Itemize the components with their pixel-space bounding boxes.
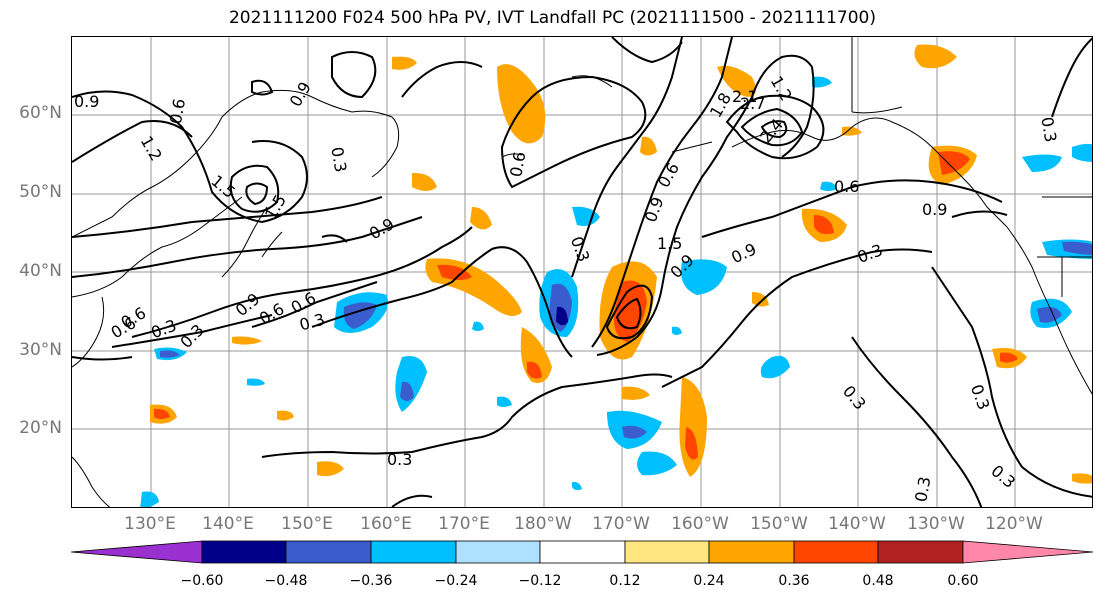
- colorbar-segment: [455, 540, 541, 564]
- colorbar-tick-label: −0.36: [349, 573, 393, 589]
- contour-label: 0.3: [839, 382, 870, 414]
- coastlines: [72, 37, 1092, 507]
- colorbar-segment: [708, 540, 795, 564]
- lon-label: 130°W: [907, 514, 965, 534]
- colorbar-tick-label: 0.60: [947, 573, 979, 589]
- lon-label: 170°W: [592, 514, 650, 534]
- contour-label: 0.6: [506, 150, 529, 178]
- lon-label: 140°E: [202, 514, 254, 534]
- lon-label: 160°W: [671, 514, 729, 534]
- contour-label: 0.9: [286, 79, 315, 111]
- colorbar-extend-min: [70, 540, 203, 564]
- colorbar-tick-label: 0.48: [862, 573, 894, 589]
- map-title: 2021111200 F024 500 hPa PV, IVT Landfall…: [228, 8, 876, 28]
- negative-anomaly-shading: [140, 76, 1092, 507]
- lat-label: 20°N: [19, 418, 62, 438]
- contour-label: 0.9: [728, 239, 759, 267]
- contour-label: 2.1: [732, 87, 757, 106]
- contour-label: 0.9: [74, 92, 99, 111]
- contour-label: 0.9: [366, 214, 398, 243]
- contour-label: 0.3: [149, 316, 179, 343]
- lon-label: 140°W: [828, 514, 886, 534]
- contour-label: 0.3: [1037, 115, 1060, 143]
- positive-anomaly-shading: [150, 44, 1092, 484]
- colorbar-segment: [624, 540, 710, 564]
- colorbar-segment: [201, 540, 287, 564]
- contour-label: 0.3: [176, 320, 207, 351]
- contour-label: 2.7: [740, 94, 765, 113]
- graticule: [72, 37, 1092, 507]
- colorbar-tick-label: −0.48: [264, 573, 308, 589]
- contour-label: 1.2: [767, 73, 796, 105]
- colorbar-tick-label: −0.60: [180, 573, 224, 589]
- colorbar-segment: [370, 540, 457, 564]
- lon-label: 150°W: [750, 514, 808, 534]
- contour-label: 0.3: [911, 475, 934, 503]
- lat-label: 50°N: [19, 182, 62, 202]
- contour-label: 0.3: [987, 461, 1019, 492]
- contour-label: 0.9: [922, 200, 947, 219]
- contour-label: 1.2: [137, 133, 166, 165]
- lon-label: 120°W: [985, 514, 1043, 534]
- map-canvas: 0.9 0.6 1.2 0.3 1.5 0.9 0.9 0.3 0.6 0.3 …: [72, 37, 1092, 507]
- contour-label: 0.3: [855, 240, 885, 267]
- colorbar-extend-max: [962, 540, 1094, 564]
- colorbar-segment: [285, 540, 372, 564]
- colorbar-tick-label: 0.36: [778, 573, 810, 589]
- lon-label: 170°E: [438, 514, 490, 534]
- colorbar-tick-label: −0.24: [434, 573, 478, 589]
- lat-label: 60°N: [19, 103, 62, 123]
- contour-label: 0.3: [327, 145, 350, 173]
- contour-label: 0.9: [641, 194, 668, 224]
- contour-label: 0.6: [654, 159, 683, 191]
- lat-label: 40°N: [19, 261, 62, 281]
- contour-label: 0.3: [567, 234, 594, 264]
- lon-label: 130°E: [124, 514, 176, 534]
- colorbar-segment: [877, 540, 964, 564]
- contour-label: 0.6: [834, 177, 859, 196]
- contour-label: 1.5: [657, 234, 682, 253]
- colorbar-tick-label: −0.12: [518, 573, 562, 589]
- lon-label: 180°W: [514, 514, 572, 534]
- lon-label: 150°E: [281, 514, 333, 534]
- colorbar-tick-label: 0.12: [609, 573, 641, 589]
- contour-label: 0.6: [166, 97, 189, 125]
- colorbar-segment: [793, 540, 879, 564]
- colorbar-segment: [539, 540, 626, 564]
- lon-label: 160°E: [360, 514, 412, 534]
- pv-contours: [72, 37, 1092, 507]
- contour-label: 0.3: [387, 450, 412, 469]
- lat-label: 30°N: [19, 340, 62, 360]
- colorbar-tick-label: 0.24: [693, 573, 725, 589]
- map-panel: 0.9 0.6 1.2 0.3 1.5 0.9 0.9 0.3 0.6 0.3 …: [71, 36, 1093, 508]
